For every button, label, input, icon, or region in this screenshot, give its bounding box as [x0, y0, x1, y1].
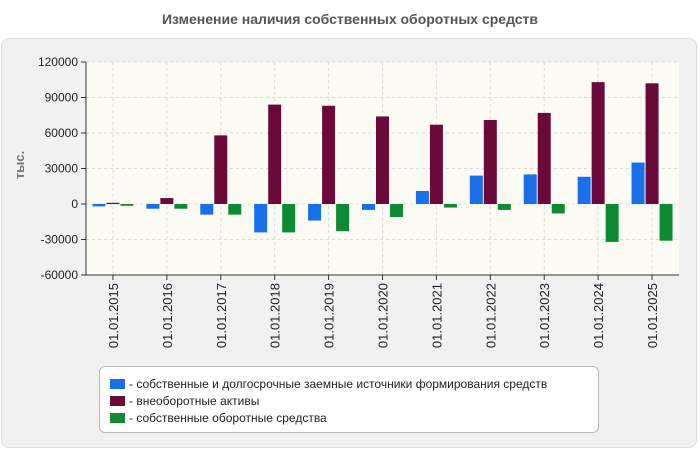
bar-noncurrent-assets — [322, 105, 336, 204]
bar-working-capital — [282, 204, 296, 233]
bar-working-capital — [659, 204, 673, 241]
bar-sources — [523, 174, 537, 204]
x-tick-label: 01.01.2021 — [429, 283, 444, 348]
legend-item-working-capital: - собственные оборотные средства — [110, 409, 598, 426]
y-tick-label: -30000 — [41, 233, 79, 247]
bar-sources — [362, 204, 375, 210]
x-tick-label: 01.01.2020 — [376, 283, 391, 348]
y-tick-label: -60000 — [41, 268, 79, 282]
legend-item-noncurrent-assets: - внеоборотные активы — [110, 392, 598, 409]
x-tick-label: 01.01.2016 — [160, 283, 175, 348]
bar-noncurrent-assets — [106, 202, 120, 204]
legend-label-sources: - собственные и долгосрочные заемные ист… — [129, 376, 548, 391]
legend-label-noncurrent-assets: - внеоборотные активы — [129, 393, 260, 408]
x-tick-label: 01.01.2025 — [645, 283, 660, 348]
bar-noncurrent-assets — [429, 124, 443, 204]
y-axis-label: тыс. — [12, 151, 27, 179]
bar-sources — [254, 204, 268, 233]
x-tick-label: 01.01.2019 — [322, 283, 337, 348]
chart-title: Изменение наличия собственных оборотных … — [161, 11, 539, 27]
x-tick-label: 01.01.2024 — [591, 283, 606, 348]
chart-legend: - собственные и долгосрочные заемные ист… — [99, 366, 599, 433]
x-tick-label: 01.01.2018 — [268, 283, 283, 348]
bar-sources — [308, 204, 322, 221]
legend-swatch-working-capital — [110, 412, 125, 423]
bar-sources — [469, 175, 483, 204]
bar-working-capital — [336, 204, 350, 232]
legend-swatch-sources — [110, 378, 125, 389]
bar-working-capital — [228, 204, 242, 215]
bar-working-capital — [551, 204, 565, 214]
bar-sources — [92, 204, 106, 207]
bar-working-capital — [390, 204, 403, 218]
x-tick-label: 01.01.2023 — [537, 283, 552, 348]
y-tick-label: 0 — [71, 197, 78, 211]
legend-label-working-capital: - собственные оборотные средства — [129, 410, 327, 425]
bar-noncurrent-assets — [645, 83, 659, 204]
bar-noncurrent-assets — [268, 104, 282, 204]
legend-swatch-noncurrent-assets — [110, 395, 125, 406]
bar-noncurrent-assets — [591, 82, 605, 204]
x-tick-label: 01.01.2022 — [483, 283, 498, 348]
y-tick-label: 30000 — [45, 162, 79, 176]
bar-sources — [415, 190, 429, 204]
bar-sources — [200, 204, 214, 215]
bar-noncurrent-assets — [537, 112, 551, 204]
bar-working-capital — [443, 204, 457, 208]
y-tick-label: 60000 — [45, 126, 79, 140]
x-tick-label: 01.01.2017 — [214, 283, 229, 348]
y-tick-label: 90000 — [45, 91, 79, 105]
bar-noncurrent-assets — [160, 198, 174, 204]
x-tick-label: 01.01.2015 — [106, 283, 121, 348]
legend-item-sources: - собственные и долгосрочные заемные ист… — [110, 375, 598, 392]
bar-working-capital — [174, 204, 188, 209]
bar-noncurrent-assets — [214, 135, 228, 204]
bar-working-capital — [120, 204, 134, 206]
bar-working-capital — [497, 204, 511, 210]
bar-working-capital — [605, 204, 619, 242]
bar-sources — [577, 176, 591, 204]
bar-noncurrent-assets — [483, 119, 497, 204]
bar-sources — [146, 204, 160, 209]
bar-sources — [631, 162, 645, 204]
bar-noncurrent-assets — [376, 116, 389, 204]
y-tick-label: 120000 — [38, 55, 78, 69]
